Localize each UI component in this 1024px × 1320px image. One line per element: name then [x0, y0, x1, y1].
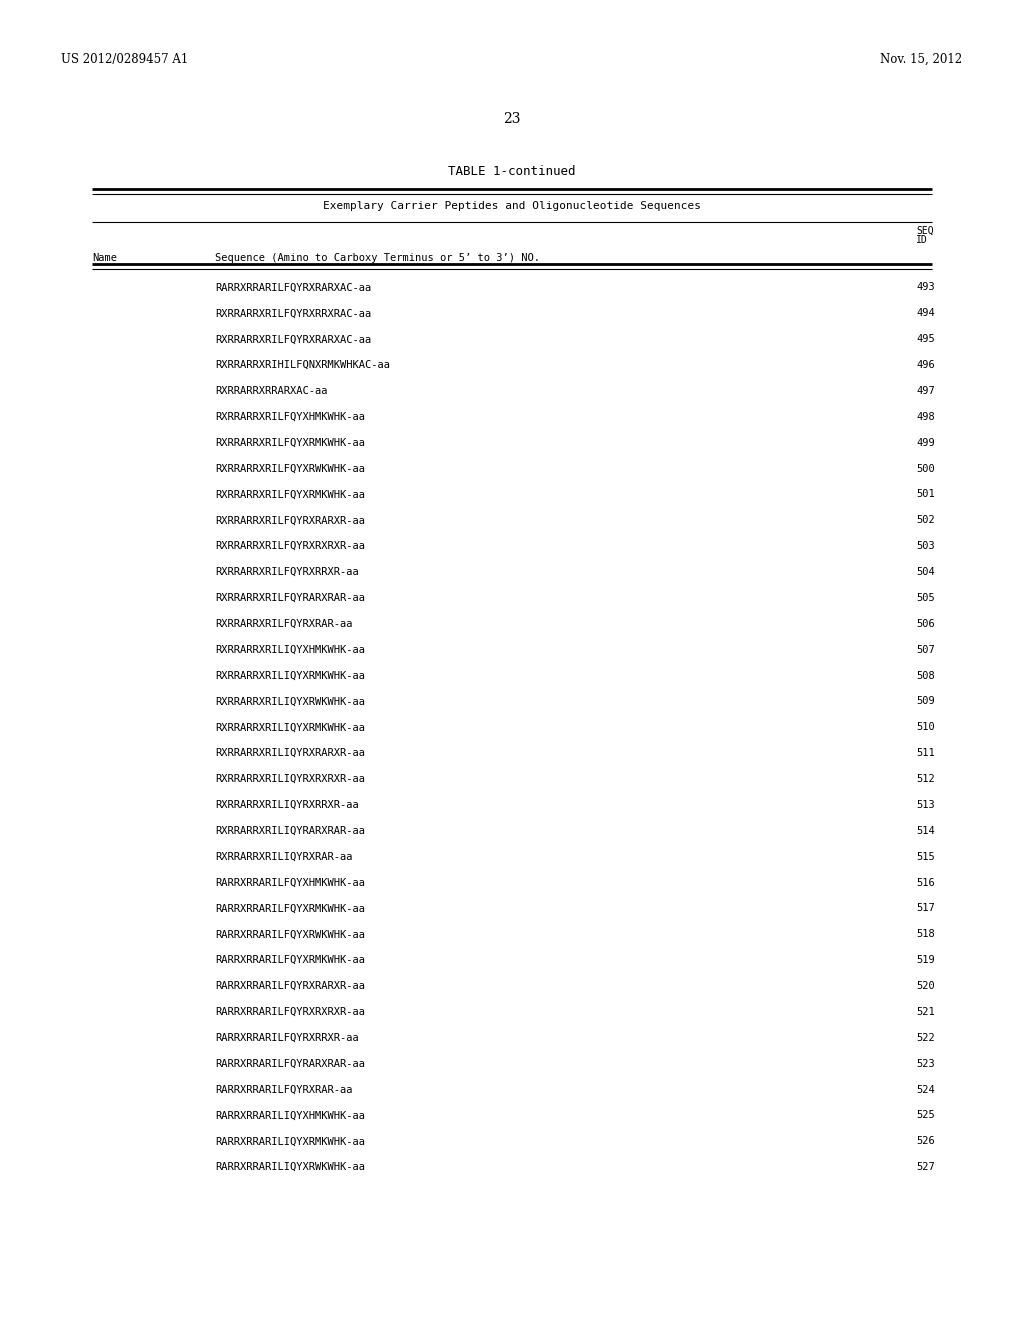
Text: 511: 511: [916, 748, 935, 758]
Text: 497: 497: [916, 385, 935, 396]
Text: RXRRARRXRILFQYXRMKWHK-aa: RXRRARRXRILFQYXRMKWHK-aa: [215, 490, 365, 499]
Text: 494: 494: [916, 309, 935, 318]
Text: 526: 526: [916, 1137, 935, 1146]
Text: 496: 496: [916, 360, 935, 370]
Text: RXRRARRXRILFQYRXRARXR-aa: RXRRARRXRILFQYRXRARXR-aa: [215, 515, 365, 525]
Text: RXRRARRXRILFQYRXRXRXR-aa: RXRRARRXRILFQYRXRXRXR-aa: [215, 541, 365, 552]
Text: RXRRARRXRILIQYRARXRAR-aa: RXRRARRXRILIQYRARXRAR-aa: [215, 826, 365, 836]
Text: US 2012/0289457 A1: US 2012/0289457 A1: [61, 53, 188, 66]
Text: 517: 517: [916, 903, 935, 913]
Text: 498: 498: [916, 412, 935, 422]
Text: 503: 503: [916, 541, 935, 552]
Text: Name: Name: [92, 253, 117, 264]
Text: 499: 499: [916, 438, 935, 447]
Text: RARRXRRARILFQYRARXRAR-aa: RARRXRRARILFQYRARXRAR-aa: [215, 1059, 365, 1069]
Text: 510: 510: [916, 722, 935, 733]
Text: RARRXRRARILFQYRXRAR-aa: RARRXRRARILFQYRXRAR-aa: [215, 1085, 352, 1094]
Text: 505: 505: [916, 593, 935, 603]
Text: RXRRARRXRRARXAC-aa: RXRRARRXRRARXAC-aa: [215, 385, 328, 396]
Text: RARRXRRARILIQYXHMKWHK-aa: RARRXRRARILIQYXHMKWHK-aa: [215, 1110, 365, 1121]
Text: RXRRARRXRILFQYRARXRAR-aa: RXRRARRXRILFQYRARXRAR-aa: [215, 593, 365, 603]
Text: RXRRARRXRILFQYRXRRXR-aa: RXRRARRXRILFQYRXRRXR-aa: [215, 568, 358, 577]
Text: ID: ID: [916, 235, 928, 246]
Text: RXRRARRXRILIQYRXRAR-aa: RXRRARRXRILIQYRXRAR-aa: [215, 851, 352, 862]
Text: RXRRARRXRILIQYXRMKWHK-aa: RXRRARRXRILIQYXRMKWHK-aa: [215, 722, 365, 733]
Text: 508: 508: [916, 671, 935, 681]
Text: RXRRARRXRILIQYXRWKWHK-aa: RXRRARRXRILIQYXRWKWHK-aa: [215, 697, 365, 706]
Text: 495: 495: [916, 334, 935, 345]
Text: 521: 521: [916, 1007, 935, 1016]
Text: RARRXRRARILFQYXRMKWHK-aa: RARRXRRARILFQYXRMKWHK-aa: [215, 903, 365, 913]
Text: Exemplary Carrier Peptides and Oligonucleotide Sequences: Exemplary Carrier Peptides and Oligonucl…: [323, 201, 701, 211]
Text: RXRRARRXRILIQYRXRARXR-aa: RXRRARRXRILIQYRXRARXR-aa: [215, 748, 365, 758]
Text: 504: 504: [916, 568, 935, 577]
Text: RXRRARRXRILFQYXRMKWHK-aa: RXRRARRXRILFQYXRMKWHK-aa: [215, 438, 365, 447]
Text: RXRRARRXRILIQYRXRXRXR-aa: RXRRARRXRILIQYRXRXRXR-aa: [215, 774, 365, 784]
Text: RARRXRRARILFQYXRMKWHK-aa: RARRXRRARILFQYXRMKWHK-aa: [215, 956, 365, 965]
Text: RXRRARRXRILIQYXRMKWHK-aa: RXRRARRXRILIQYXRMKWHK-aa: [215, 671, 365, 681]
Text: RXRRARRXRILFQYRXRRXRAC-aa: RXRRARRXRILFQYRXRRXRAC-aa: [215, 309, 372, 318]
Text: RARRXRRARILFQYRXRARXAC-aa: RARRXRRARILFQYRXRARXAC-aa: [215, 282, 372, 293]
Text: Nov. 15, 2012: Nov. 15, 2012: [881, 53, 963, 66]
Text: RXRRARRXRILFQYXRWKWHK-aa: RXRRARRXRILFQYXRWKWHK-aa: [215, 463, 365, 474]
Text: 514: 514: [916, 826, 935, 836]
Text: 515: 515: [916, 851, 935, 862]
Text: RARRXRRARILFQYRXRRXR-aa: RARRXRRARILFQYRXRRXR-aa: [215, 1032, 358, 1043]
Text: 507: 507: [916, 644, 935, 655]
Text: RARRXRRARILIQYXRMKWHK-aa: RARRXRRARILIQYXRMKWHK-aa: [215, 1137, 365, 1146]
Text: 509: 509: [916, 697, 935, 706]
Text: 23: 23: [503, 112, 521, 127]
Text: SEQ: SEQ: [916, 226, 934, 236]
Text: 519: 519: [916, 956, 935, 965]
Text: 506: 506: [916, 619, 935, 628]
Text: 502: 502: [916, 515, 935, 525]
Text: RXRRARRXRILIQYRXRRXR-aa: RXRRARRXRILIQYRXRRXR-aa: [215, 800, 358, 810]
Text: Sequence (Amino to Carboxy Terminus or 5’ to 3’) NO.: Sequence (Amino to Carboxy Terminus or 5…: [215, 253, 540, 264]
Text: 501: 501: [916, 490, 935, 499]
Text: 500: 500: [916, 463, 935, 474]
Text: RXRRARRXRILFQYXHMKWHK-aa: RXRRARRXRILFQYXHMKWHK-aa: [215, 412, 365, 422]
Text: 518: 518: [916, 929, 935, 940]
Text: TABLE 1-continued: TABLE 1-continued: [449, 165, 575, 178]
Text: RARRXRRARILFQYXRWKWHK-aa: RARRXRRARILFQYXRWKWHK-aa: [215, 929, 365, 940]
Text: RXRRARRXRILFQYRXRAR-aa: RXRRARRXRILFQYRXRAR-aa: [215, 619, 352, 628]
Text: 525: 525: [916, 1110, 935, 1121]
Text: 523: 523: [916, 1059, 935, 1069]
Text: 522: 522: [916, 1032, 935, 1043]
Text: 520: 520: [916, 981, 935, 991]
Text: 493: 493: [916, 282, 935, 293]
Text: 512: 512: [916, 774, 935, 784]
Text: RXRRARRXRILFQYRXRARXAC-aa: RXRRARRXRILFQYRXRARXAC-aa: [215, 334, 372, 345]
Text: RARRXRRARILFQYRXRARXR-aa: RARRXRRARILFQYRXRARXR-aa: [215, 981, 365, 991]
Text: 527: 527: [916, 1162, 935, 1172]
Text: RARRXRRARILIQYXRWKWHK-aa: RARRXRRARILIQYXRWKWHK-aa: [215, 1162, 365, 1172]
Text: RXRRARRXRILIQYXHMKWHK-aa: RXRRARRXRILIQYXHMKWHK-aa: [215, 644, 365, 655]
Text: 524: 524: [916, 1085, 935, 1094]
Text: RXRRARRXRIHILFQNXRMKWHKAC-aa: RXRRARRXRIHILFQNXRMKWHKAC-aa: [215, 360, 390, 370]
Text: RARRXRRARILFQYXHMKWHK-aa: RARRXRRARILFQYXHMKWHK-aa: [215, 878, 365, 887]
Text: 513: 513: [916, 800, 935, 810]
Text: 516: 516: [916, 878, 935, 887]
Text: RARRXRRARILFQYRXRXRXR-aa: RARRXRRARILFQYRXRXRXR-aa: [215, 1007, 365, 1016]
